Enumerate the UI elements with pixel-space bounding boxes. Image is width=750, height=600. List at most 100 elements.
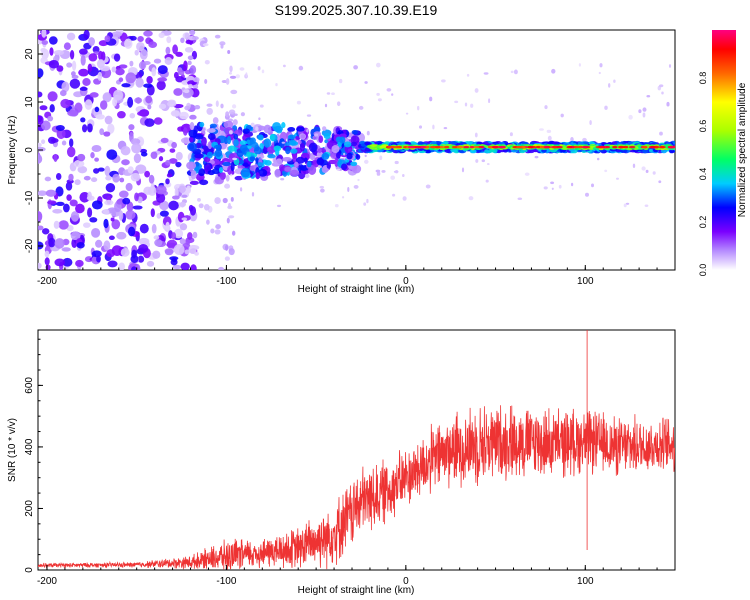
heatmap-cell xyxy=(379,155,383,161)
heatmap-cell xyxy=(483,72,489,75)
heatmap-cell xyxy=(171,195,180,200)
heatmap-cell xyxy=(570,137,574,142)
heatmap-cell xyxy=(44,257,50,266)
heatmap-cell xyxy=(486,163,490,166)
heatmap-cell xyxy=(111,66,117,73)
heatmap-cell xyxy=(146,260,155,267)
heatmap-cell xyxy=(169,148,176,153)
heatmap-cell xyxy=(464,102,468,107)
heatmap-cell xyxy=(171,257,177,263)
heatmap-cell xyxy=(279,164,285,172)
heatmap-cell xyxy=(572,145,580,149)
colorbar: 0.0 0.2 0.4 0.6 0.8 Normalized spectral ampl… xyxy=(698,30,748,276)
heatmap-cell xyxy=(296,126,305,132)
heatmap-cell xyxy=(83,30,90,40)
heatmap-cell xyxy=(174,187,179,198)
heatmap-cell xyxy=(544,105,548,110)
heatmap-cell xyxy=(83,222,91,228)
heatmap-cell xyxy=(94,157,99,162)
heatmap-cell xyxy=(273,125,283,133)
heatmap-cell xyxy=(175,51,183,57)
heatmap-cell xyxy=(339,136,346,144)
heatmap-cell xyxy=(99,128,105,136)
heatmap-cell xyxy=(137,255,145,263)
heatmap-cell xyxy=(675,146,681,149)
heatmap-cell xyxy=(604,145,611,149)
heatmap-cell xyxy=(264,160,272,166)
heatmap-cell xyxy=(466,73,470,77)
heatmap-cell xyxy=(235,74,241,79)
heatmap-cell xyxy=(256,125,266,131)
heatmap-cell xyxy=(625,202,630,205)
heatmap-cell xyxy=(343,141,352,148)
heatmap-cell xyxy=(638,109,642,114)
heatmap-cell xyxy=(194,153,204,159)
heatmap-cell xyxy=(558,184,562,189)
heatmap-cell xyxy=(232,157,238,161)
heatmap-cell xyxy=(209,123,217,129)
heatmap-cell xyxy=(194,105,201,110)
heatmap-cell xyxy=(259,104,264,108)
heatmap-cell xyxy=(534,155,539,159)
heatmap-cell xyxy=(306,114,312,117)
figure-title: S199.2025.307.10.39.E19 xyxy=(275,2,438,18)
heatmap-cell xyxy=(181,217,188,221)
snr-series-line xyxy=(38,330,675,570)
heatmap-cell xyxy=(79,191,90,203)
heatmap-cell xyxy=(535,145,541,149)
heatmap-cell xyxy=(386,88,392,92)
heatmap-cell xyxy=(316,151,324,158)
heatmap-cell xyxy=(604,105,608,110)
heatmap-cell xyxy=(173,71,179,79)
heatmap-cell xyxy=(75,259,84,267)
heatmap-cell xyxy=(513,69,518,75)
heatmap-cell xyxy=(376,171,381,176)
heatmap-cell xyxy=(192,231,198,239)
heatmap-cell xyxy=(87,191,92,200)
heatmap-cell xyxy=(407,145,416,149)
heatmap-cell xyxy=(550,181,555,185)
heatmap-cell xyxy=(66,32,76,41)
heatmap-cell xyxy=(158,103,167,110)
heatmap-cell xyxy=(171,141,177,149)
heatmap-cell xyxy=(539,128,544,131)
heatmap-cell xyxy=(666,101,670,107)
heatmap-cell xyxy=(47,200,57,205)
heatmap-cell xyxy=(275,158,283,166)
heatmap-cell xyxy=(116,200,123,205)
heatmap-cell xyxy=(402,196,407,201)
heatmap-cell xyxy=(139,48,148,60)
heatmap-cell xyxy=(137,35,144,43)
heatmap-cell xyxy=(390,145,396,149)
heatmap-cell xyxy=(177,211,185,223)
heatmap-cell xyxy=(49,104,55,113)
heatmap-cell xyxy=(115,68,125,76)
heatmap-cell xyxy=(230,89,238,95)
heatmap-cell xyxy=(121,83,131,88)
heatmap-cell xyxy=(118,190,129,198)
heatmap-cell xyxy=(462,145,470,149)
heatmap-cell xyxy=(134,192,139,202)
heatmap-cell xyxy=(41,228,50,235)
heatmap-cell xyxy=(288,139,297,146)
heatmap-cell xyxy=(130,255,139,264)
colorbar-ticks: 0.0 0.2 0.4 0.6 0.8 xyxy=(698,72,708,277)
heatmap-cell xyxy=(282,64,286,68)
heatmap-cell xyxy=(125,72,137,84)
heatmap-cell xyxy=(239,140,247,146)
heatmap-cell xyxy=(242,128,250,134)
heatmap-cell xyxy=(551,187,554,190)
heatmap-cell xyxy=(239,159,245,165)
heatmap-cell xyxy=(578,63,581,67)
heatmap-cell xyxy=(111,219,121,230)
heatmap-cell xyxy=(353,65,358,70)
heatmap-cell xyxy=(94,106,100,113)
heatmap-cell xyxy=(148,174,155,184)
heatmap-cell xyxy=(107,123,115,134)
heatmap-cell xyxy=(156,80,166,91)
heatmap-cell xyxy=(88,37,95,46)
heatmap-cell xyxy=(510,70,514,74)
heatmap-cell xyxy=(473,145,480,149)
heatmap-cell xyxy=(599,63,603,68)
heatmap-cell xyxy=(91,250,102,258)
